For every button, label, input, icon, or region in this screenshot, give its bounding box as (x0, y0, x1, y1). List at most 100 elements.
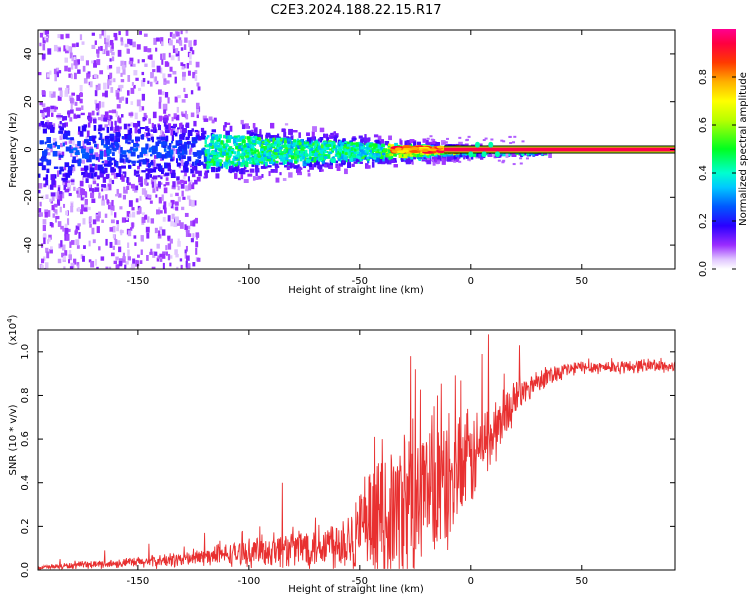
heatmap-cell (121, 150, 127, 155)
heatmap-cell (216, 151, 220, 156)
heatmap-cell (145, 126, 149, 131)
x-tick-label: -100 (238, 276, 261, 287)
heatmap-cell (63, 185, 67, 191)
heatmap-cell (160, 37, 164, 44)
heatmap-cell (60, 130, 65, 138)
heatmap-cell (158, 181, 161, 188)
heatmap-cell (51, 204, 55, 211)
heatmap-cell (49, 91, 52, 98)
heatmap-cell (426, 158, 432, 165)
heatmap-cell (329, 151, 332, 155)
heatmap-cell (240, 135, 245, 140)
heatmap-cell (193, 200, 197, 206)
heatmap-cell (125, 189, 128, 194)
heatmap-cell (344, 154, 347, 158)
heatmap-cell (77, 131, 82, 135)
heatmap-cell (73, 72, 77, 80)
heatmap-cell (170, 158, 174, 162)
heatmap-cell (105, 238, 108, 246)
heatmap-cell (109, 115, 113, 120)
heatmap-cell (191, 199, 195, 207)
heatmap-cell (247, 157, 253, 161)
heatmap-cell (375, 139, 380, 144)
heatmap-cell (190, 168, 194, 174)
heatmap-cell (490, 138, 494, 141)
heatmap-cell (106, 35, 110, 39)
heatmap-cell (101, 184, 107, 188)
heatmap-cell (131, 222, 134, 229)
heatmap-cell (69, 117, 73, 122)
heatmap-cell (82, 193, 85, 198)
heatmap-cell (46, 152, 51, 156)
heatmap-cell (174, 216, 179, 224)
y-tick-label: 20 (23, 95, 34, 108)
heatmap-cell (43, 256, 46, 261)
heatmap-cell (208, 142, 213, 147)
heatmap-cell (41, 124, 47, 128)
heatmap-cell (170, 129, 174, 136)
heatmap-cell (278, 148, 281, 152)
heatmap-cell (337, 156, 341, 160)
heatmap-cell (386, 158, 392, 165)
heatmap-cell (162, 53, 166, 61)
heatmap-cell (152, 186, 156, 193)
heatmap-cell (413, 153, 416, 158)
heatmap-cell (214, 159, 220, 162)
heatmap-cell (194, 75, 198, 82)
heatmap-cell (49, 70, 52, 75)
heatmap-cell (58, 243, 62, 249)
heatmap-cell (325, 154, 331, 159)
heatmap-cell (91, 32, 95, 36)
heatmap-cell (38, 125, 41, 130)
heatmap-cell (53, 44, 58, 52)
heatmap-cell (84, 153, 90, 160)
heatmap-cell (63, 256, 67, 261)
heatmap-cell (178, 145, 184, 152)
heatmap-cell (227, 147, 231, 152)
heatmap-cell (316, 157, 319, 161)
x-tick-label: -100 (238, 576, 261, 587)
heatmap-cell (186, 225, 191, 230)
spectrogram-x-ticks: -150 -100 -50 0 50 (127, 30, 588, 287)
heatmap-cell (129, 213, 132, 218)
heatmap-cell (75, 229, 78, 234)
heatmap-cell (343, 143, 347, 147)
heatmap-cell (119, 206, 123, 210)
heatmap-cell (355, 154, 358, 158)
heatmap-cell (182, 71, 186, 77)
heatmap-cell (313, 158, 317, 161)
heatmap-cell (199, 161, 204, 165)
heatmap-cell (208, 164, 211, 169)
heatmap-cell (330, 158, 334, 162)
heatmap-cell (521, 140, 525, 143)
heatmap-cell (272, 137, 276, 142)
heatmap-cell (173, 222, 178, 228)
heatmap-cell (141, 170, 146, 173)
heatmap-cell (93, 125, 97, 131)
heatmap-cell (171, 33, 176, 39)
heatmap-cell (124, 172, 127, 178)
heatmap-cell (377, 161, 382, 165)
heatmap-cell (237, 177, 241, 181)
heatmap-cell (86, 73, 91, 77)
heatmap-cell (109, 126, 113, 131)
heatmap-cell (231, 136, 236, 139)
heatmap-cell (505, 153, 509, 158)
heatmap-cell (303, 142, 308, 145)
heatmap-cell (95, 103, 99, 110)
heatmap-cell (163, 201, 167, 208)
heatmap-cell (69, 144, 72, 148)
heatmap-cell (167, 165, 171, 172)
heatmap-cell (430, 138, 434, 141)
heatmap-cell (94, 172, 97, 177)
heatmap-cell (373, 134, 379, 138)
heatmap-cell (208, 161, 212, 164)
heatmap-cell (374, 156, 380, 163)
heatmap-cell (49, 198, 52, 202)
heatmap-cell (192, 167, 196, 171)
heatmap-cell (354, 146, 358, 151)
heatmap-cell (132, 41, 136, 48)
heatmap-cell (105, 266, 109, 269)
heatmap-cell (125, 139, 128, 144)
heatmap-cell (98, 131, 101, 135)
